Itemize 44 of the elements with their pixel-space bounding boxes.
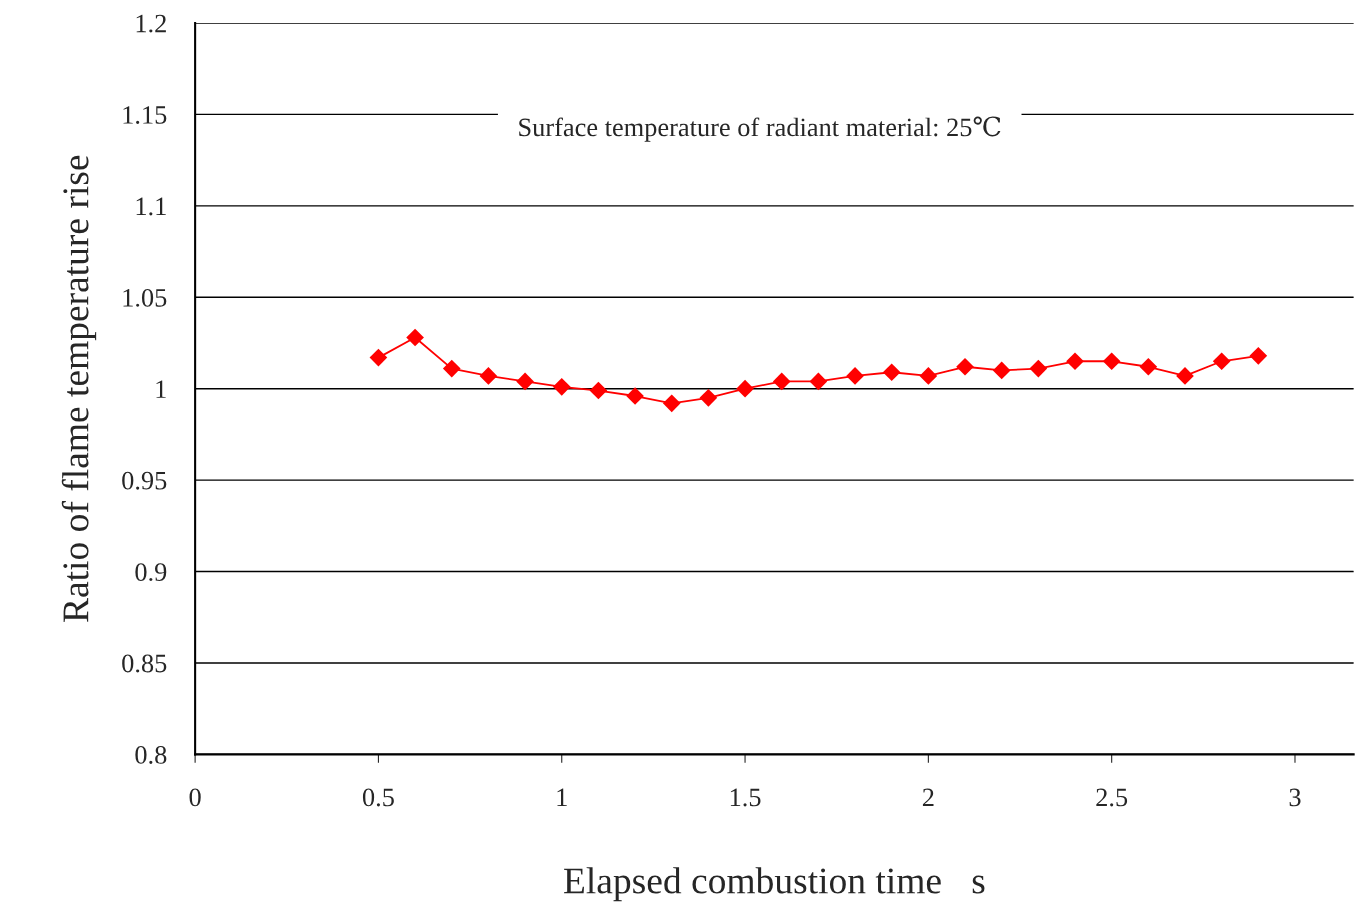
x-tick-label: 2 (922, 788, 934, 807)
point (626, 387, 644, 405)
point (369, 348, 388, 367)
point (479, 367, 498, 385)
point (662, 394, 681, 413)
x-tick-label: 0.5 (362, 788, 394, 807)
y-tick-label: 1.2 (136, 14, 166, 33)
point (882, 363, 901, 382)
y-tick-label: 0.85 (122, 654, 167, 673)
y-axis-title: Ratio of flame temperature rise (61, 155, 97, 622)
point (736, 379, 754, 398)
x-tick-label: 1.5 (730, 788, 761, 807)
point (1029, 359, 1048, 378)
point (1249, 346, 1268, 365)
point (809, 372, 828, 391)
point (846, 367, 864, 385)
point (919, 367, 938, 385)
point (1066, 352, 1084, 371)
point (992, 361, 1011, 380)
x-tick-label: 1 (557, 788, 567, 807)
y-tick-label: 1 (156, 380, 166, 398)
y-tick-label: 0.95 (122, 471, 167, 490)
point (442, 359, 461, 378)
point (406, 328, 424, 347)
annotation: Surface temperature of radiant material: 25℃ (519, 116, 1001, 142)
x-tick-label: 0 (189, 788, 201, 807)
point (772, 372, 791, 391)
point (516, 372, 534, 391)
point (699, 389, 718, 407)
point (1176, 367, 1194, 385)
point (589, 381, 608, 400)
point (1212, 352, 1231, 371)
y-tick-label: 1.05 (123, 288, 167, 307)
y-tick-label: 1.1 (136, 197, 166, 216)
point (1102, 352, 1121, 371)
y-tick-label: 1.15 (123, 106, 167, 124)
point (956, 357, 974, 376)
y-tick-label: 0.8 (135, 746, 167, 764)
x-tick-label: 3 (1289, 788, 1301, 807)
point (1139, 357, 1158, 376)
x-axis-title: Elapsed combustion time s (564, 867, 985, 902)
x-tick-label: 2.5 (1096, 788, 1128, 807)
y-tick-label: 0.9 (135, 563, 167, 582)
point (552, 378, 571, 396)
